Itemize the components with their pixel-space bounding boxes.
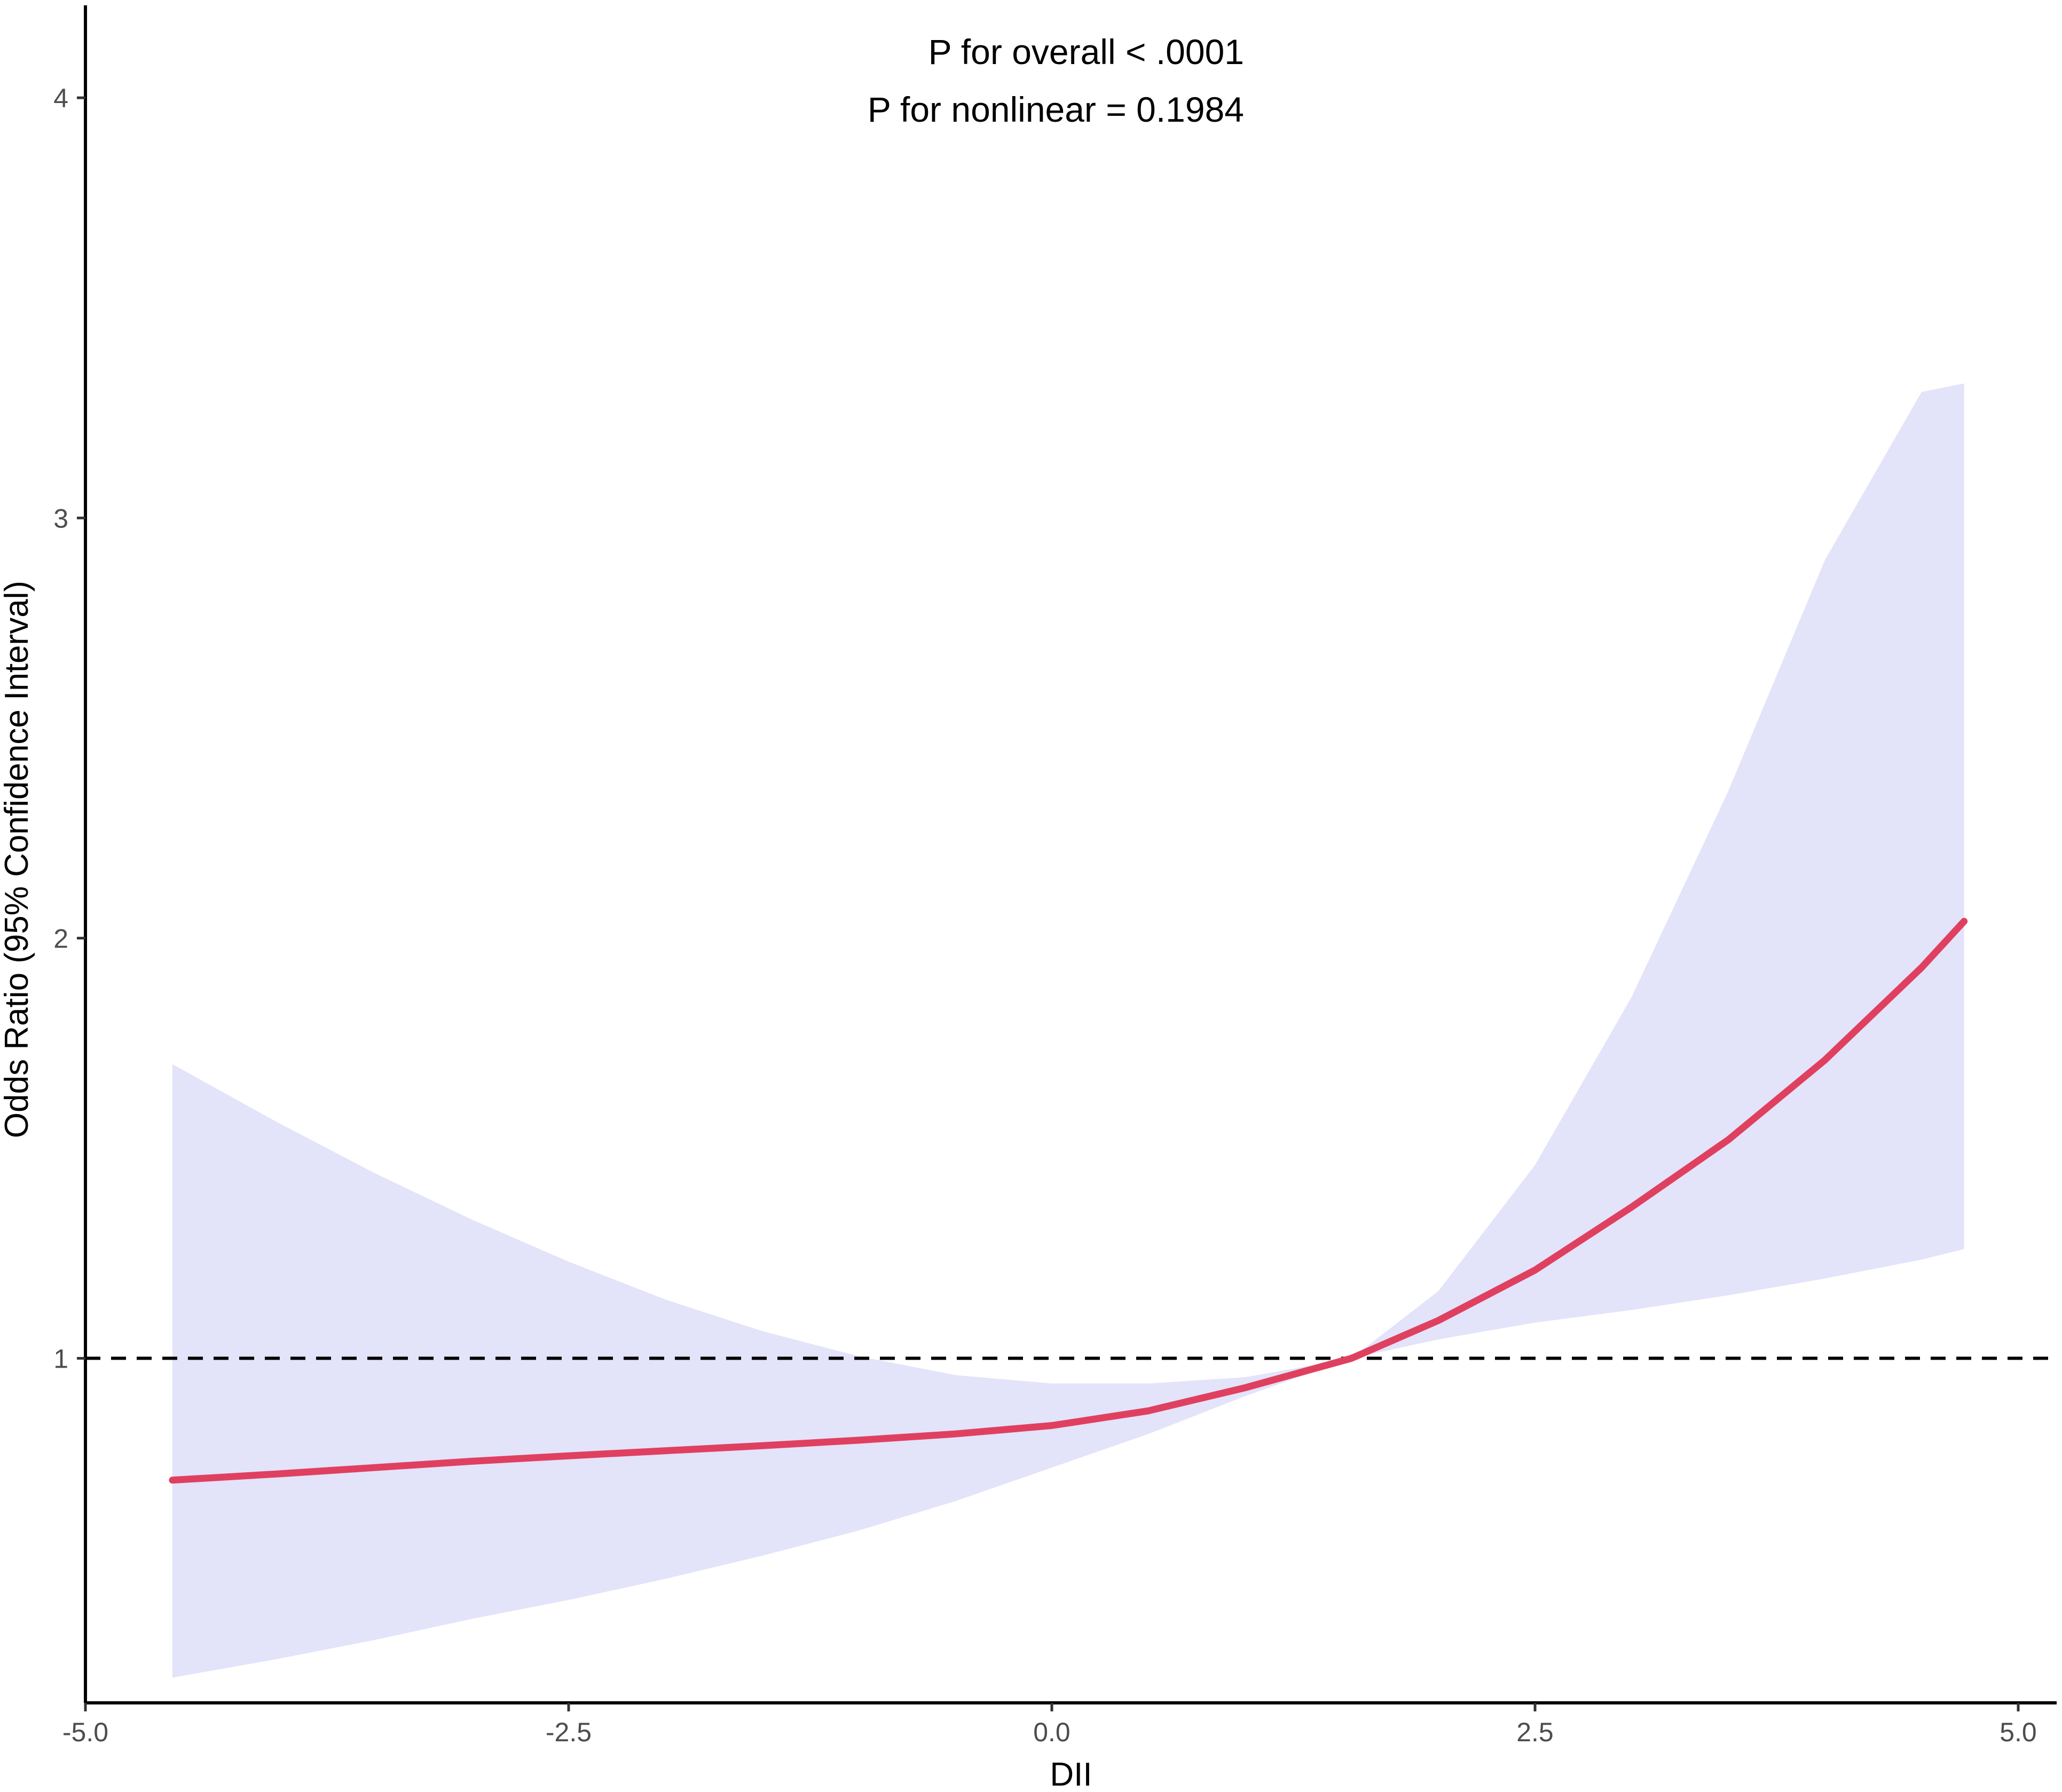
- x-tick-label: -2.5: [546, 1717, 592, 1747]
- y-tick-label: 4: [53, 83, 68, 113]
- x-tick-label: 5.0: [2000, 1717, 2037, 1747]
- annotation-overall: P for overall < .0001: [928, 32, 1244, 72]
- x-axis-title: DII: [1050, 1756, 1092, 1792]
- x-tick-label: 2.5: [1516, 1717, 1554, 1747]
- y-axis-title: Odds Ratio (95% Confidence Interval): [0, 581, 35, 1138]
- y-tick-label: 3: [53, 503, 68, 533]
- ticks-layer: -5.0 -2.5 0.0 2.5 5.0 1 2 3 4: [53, 83, 2037, 1747]
- annotation-nonlinear: P for nonlinear = 0.1984: [868, 90, 1244, 129]
- y-tick-label: 2: [53, 923, 68, 953]
- odds-ratio-line: [169, 918, 1968, 1484]
- confidence-band: [172, 383, 1964, 1678]
- odds-ratio-line-layer: [169, 918, 1968, 1484]
- x-tick-label: 0.0: [1033, 1717, 1071, 1747]
- y-tick-label: 1: [53, 1344, 68, 1374]
- confidence-band-layer: [172, 383, 1964, 1678]
- x-tick-label: -5.0: [62, 1717, 108, 1747]
- axes-layer: [84, 5, 2057, 1704]
